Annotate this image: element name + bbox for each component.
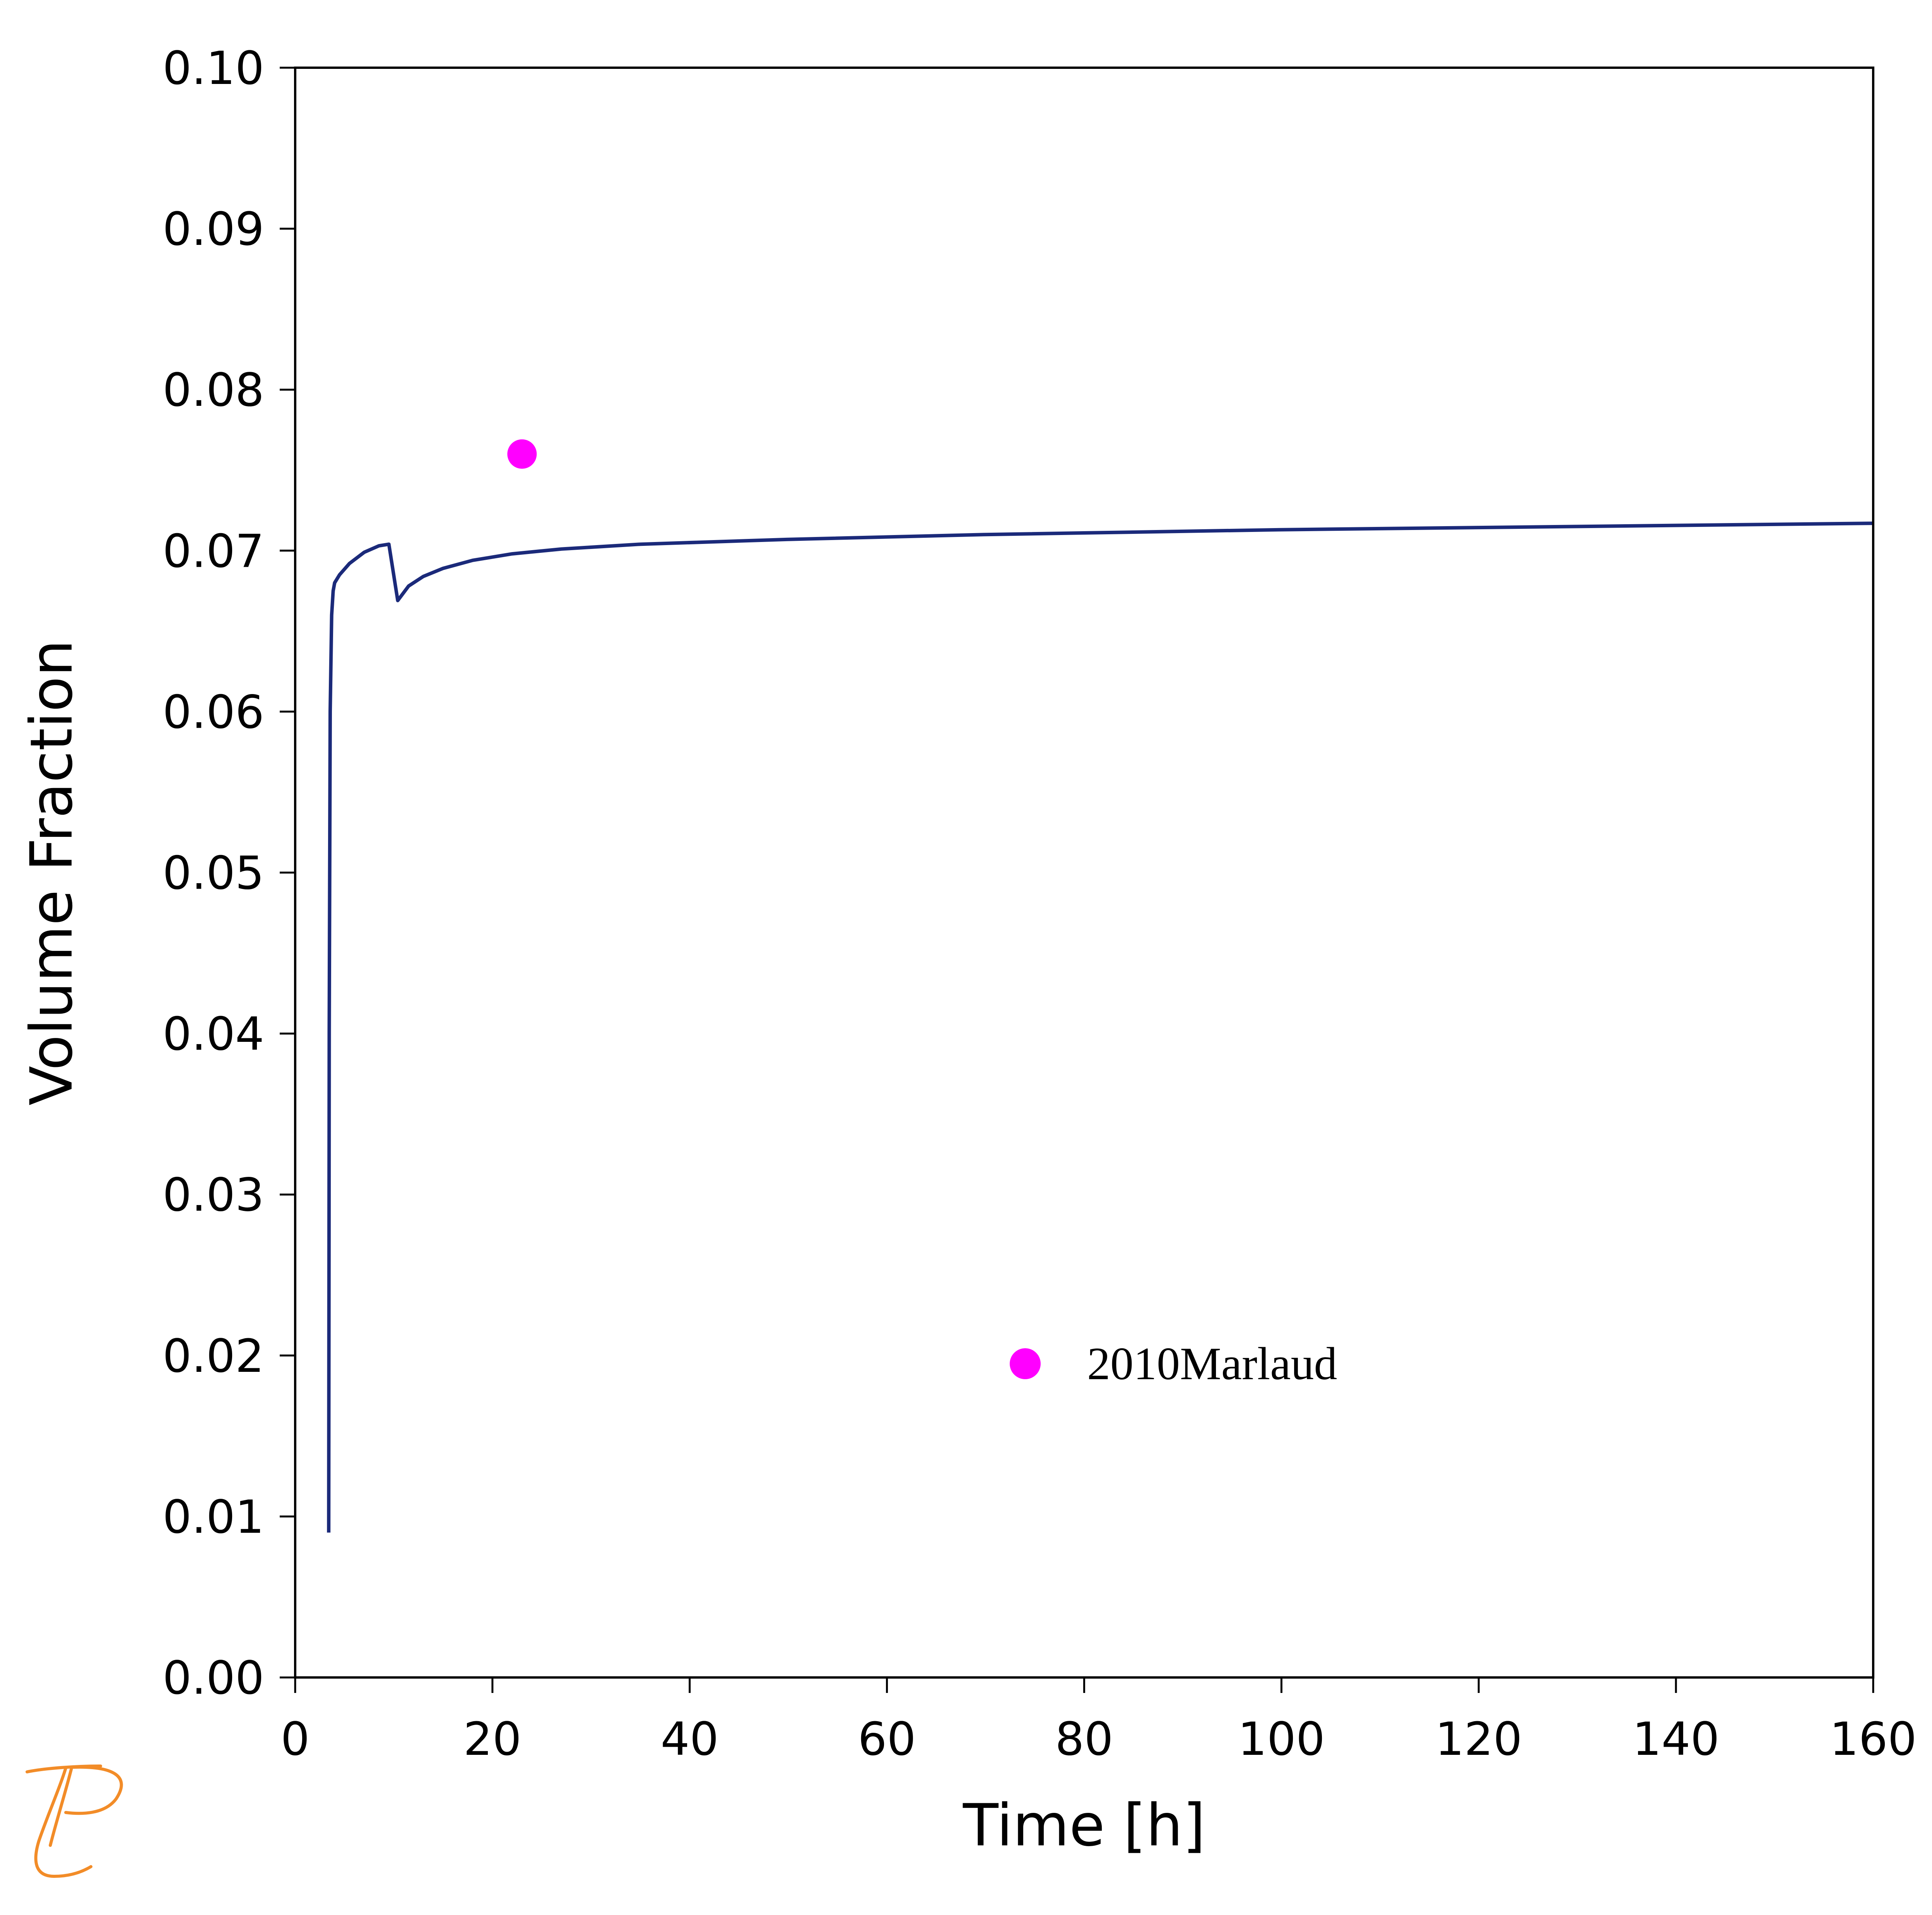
y-axis-title: Volume Fraction [18, 639, 85, 1105]
y-tick-label: 0.10 [162, 41, 264, 95]
x-tick-label: 160 [1829, 1712, 1917, 1766]
data-point-marker [507, 439, 537, 469]
y-tick-label: 0.04 [162, 1007, 264, 1061]
plot-frame [294, 67, 1874, 1679]
legend: 2010Marlaud [1010, 1338, 1337, 1389]
x-tick-label: 60 [858, 1712, 916, 1766]
x-axis-title: Time [h] [963, 1792, 1205, 1859]
y-tick-label: 0.02 [162, 1329, 264, 1383]
ticks-layer: 0 20 40 60 80 100 120 140 160 0.00 0.01 0.02 0.03 0.0… [162, 41, 1917, 1766]
y-tick-label: 0.07 [162, 524, 264, 578]
y-tick-label: 0.01 [162, 1490, 264, 1544]
y-tick-label: 0.08 [162, 363, 264, 417]
y-tick-label: 0.05 [162, 846, 264, 900]
legend-label: 2010Marlaud [1087, 1338, 1337, 1389]
y-tick-label: 0.09 [162, 202, 264, 256]
x-tick-label: 140 [1633, 1712, 1720, 1766]
y-tick-label: 0.00 [162, 1651, 264, 1705]
legend-marker [1010, 1348, 1041, 1379]
series-layer [327, 439, 1874, 1533]
x-tick-label: 80 [1055, 1712, 1113, 1766]
series-line [327, 521, 1874, 1533]
x-tick-label: 20 [463, 1712, 521, 1766]
x-tick-label: 0 [280, 1712, 309, 1766]
x-tick-label: 120 [1435, 1712, 1522, 1766]
x-tick-label: 40 [661, 1712, 719, 1766]
y-tick-label: 0.06 [162, 685, 264, 739]
x-tick-label: 100 [1238, 1712, 1325, 1766]
thermo-calc-logo-icon [26, 1765, 123, 1878]
y-tick-label: 0.03 [162, 1168, 264, 1222]
